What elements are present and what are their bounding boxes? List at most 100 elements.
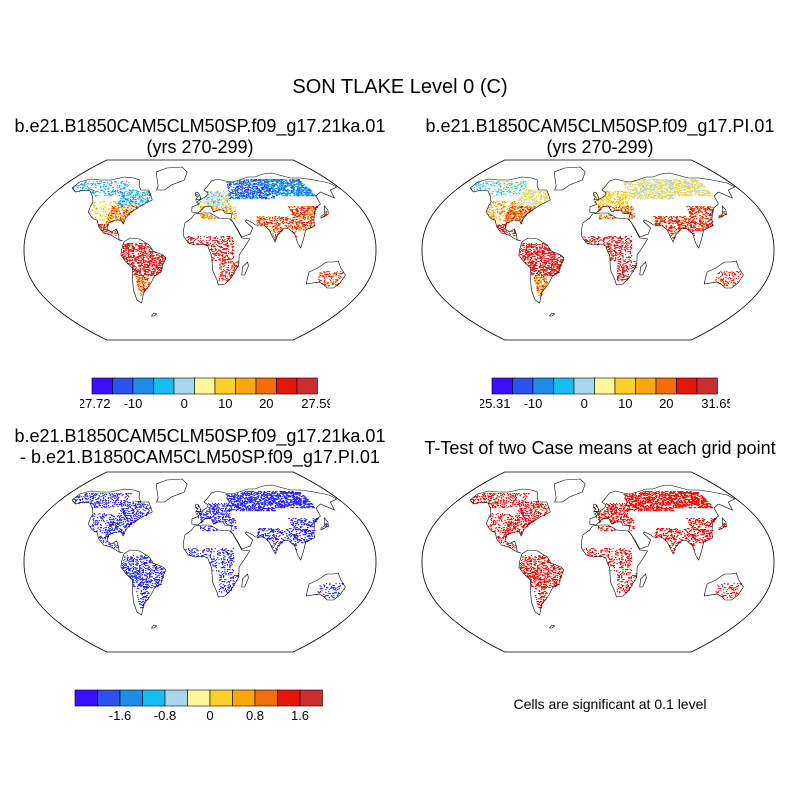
grid-cell xyxy=(515,186,517,188)
grid-cell xyxy=(555,268,558,270)
grid-cell xyxy=(140,281,142,283)
grid-cell xyxy=(215,217,217,219)
grid-cell xyxy=(221,273,223,275)
grid-cell xyxy=(332,284,334,286)
grid-cell xyxy=(227,198,229,200)
grid-cell xyxy=(281,218,283,220)
grid-cell xyxy=(139,265,141,267)
grid-cell xyxy=(138,197,140,199)
grid-cell xyxy=(335,274,337,276)
grid-cell xyxy=(490,184,492,186)
grid-cell xyxy=(133,210,135,212)
grid-cell xyxy=(227,190,229,192)
grid-cell xyxy=(551,269,553,271)
grid-cell xyxy=(255,189,258,191)
grid-cell xyxy=(538,252,540,254)
grid-cell xyxy=(136,271,138,273)
grid-cell xyxy=(259,223,261,225)
grid-cell xyxy=(124,191,126,193)
grid-cell xyxy=(246,191,249,193)
grid-cell xyxy=(228,251,230,253)
grid-cell xyxy=(303,192,306,194)
grid-cell xyxy=(486,188,488,190)
grid-cell xyxy=(495,182,497,184)
grid-cell xyxy=(541,198,543,200)
grid-cell xyxy=(304,194,306,196)
grid-cell xyxy=(527,263,529,265)
grid-cell xyxy=(144,265,146,267)
grid-cell xyxy=(264,179,266,181)
grid-cell xyxy=(268,191,271,193)
grid-cell xyxy=(140,245,142,247)
grid-cell xyxy=(100,204,102,206)
grid-cell xyxy=(242,181,244,183)
grid-cell xyxy=(84,186,86,188)
grid-cell xyxy=(103,212,105,214)
grid-cell xyxy=(306,211,308,213)
grid-cell xyxy=(236,198,239,200)
grid-cell xyxy=(127,253,130,255)
grid-cell xyxy=(255,188,257,190)
grid-cell xyxy=(96,182,99,184)
grid-cell xyxy=(263,182,266,184)
grid-cell xyxy=(232,264,234,266)
grid-cell xyxy=(139,277,141,279)
grid-cell xyxy=(151,252,153,254)
grid-cell xyxy=(218,259,220,261)
grid-cell xyxy=(158,265,161,267)
grid-cell xyxy=(332,283,334,285)
grid-cell xyxy=(228,272,230,274)
grid-cell xyxy=(309,192,312,194)
grid-cell xyxy=(266,217,268,219)
grid-cell xyxy=(142,252,144,254)
grid-cell xyxy=(505,231,507,233)
grid-cell xyxy=(522,257,524,259)
grid-cell xyxy=(533,244,535,246)
grid-cell xyxy=(530,257,533,259)
grid-cell xyxy=(118,201,120,203)
grid-cell xyxy=(144,191,146,193)
grid-cell xyxy=(559,257,561,259)
grid-cell xyxy=(514,208,516,210)
grid-cell xyxy=(267,179,269,181)
grid-cell xyxy=(145,194,148,196)
grid-cell xyxy=(478,183,480,185)
grid-cell xyxy=(218,200,220,202)
grid-cell xyxy=(271,179,274,181)
grid-cell xyxy=(519,212,521,214)
grid-cell xyxy=(540,254,542,256)
grid-cell xyxy=(151,259,153,261)
grid-cell xyxy=(212,260,214,262)
grid-cell xyxy=(554,261,556,263)
grid-cell xyxy=(133,197,135,199)
grid-cell xyxy=(307,193,310,195)
grid-cell xyxy=(153,272,155,274)
grid-cell xyxy=(263,222,265,224)
grid-cell xyxy=(532,246,534,248)
grid-cell xyxy=(212,253,214,255)
grid-cell xyxy=(531,210,533,212)
grid-cell xyxy=(229,238,231,240)
grid-cell xyxy=(524,186,526,188)
grid-cell xyxy=(241,184,243,186)
grid-cell xyxy=(281,183,283,185)
grid-cell xyxy=(120,183,122,185)
grid-cell xyxy=(328,271,330,273)
grid-cell xyxy=(93,182,95,184)
grid-cell xyxy=(141,247,143,249)
grid-cell xyxy=(541,247,543,249)
grid-cell xyxy=(524,252,526,254)
grid-cell xyxy=(510,216,512,218)
grid-cell xyxy=(131,247,133,249)
grid-cell xyxy=(147,262,149,264)
grid-cell xyxy=(257,195,260,197)
grid-cell xyxy=(313,195,315,197)
grid-cell xyxy=(530,265,532,267)
grid-cell xyxy=(296,226,298,228)
grid-cell xyxy=(215,240,217,242)
grid-cell xyxy=(154,271,156,273)
grid-cell xyxy=(134,189,136,191)
grid-cell xyxy=(537,197,539,199)
grid-cell xyxy=(534,269,536,271)
grid-cell xyxy=(314,195,316,197)
